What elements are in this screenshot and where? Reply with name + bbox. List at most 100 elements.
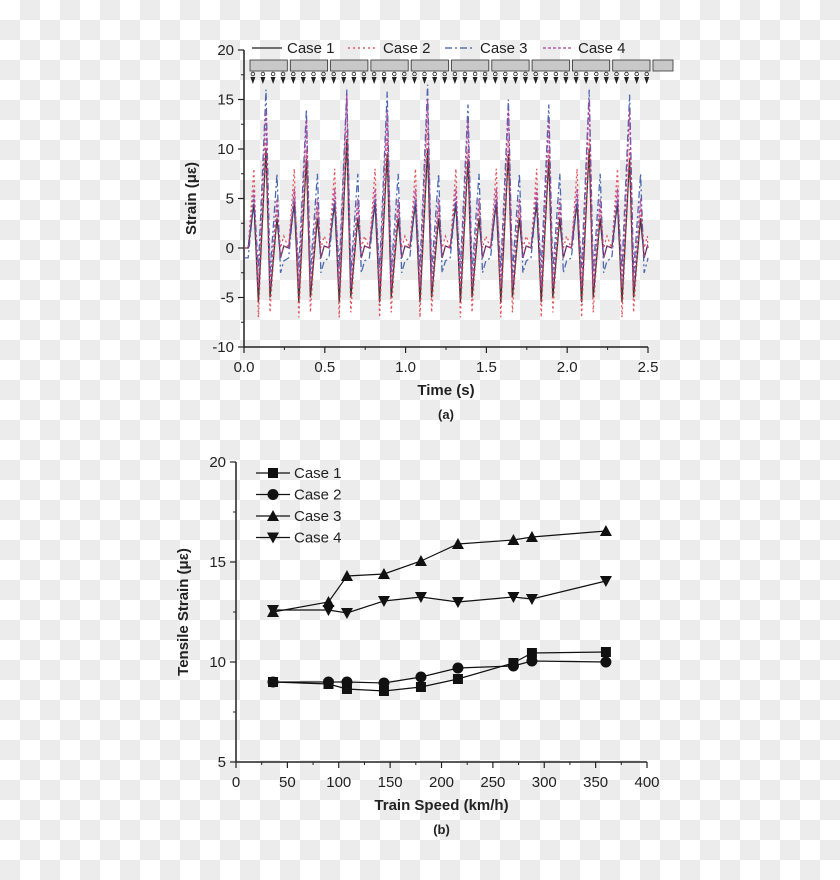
load-arrow-icon [310,77,316,84]
wheel-icon [321,71,326,77]
wheel-icon [381,71,387,77]
train-car [572,59,611,72]
y-tick-label: 5 [218,754,226,771]
series-line [273,660,606,684]
triangle-down-marker [340,608,353,619]
triangle-down-marker [377,596,390,607]
panel-label: (a) [438,407,454,422]
load-arrow-icon [411,77,417,84]
load-arrow-icon [432,77,438,84]
x-tick-label: 0 [232,774,240,791]
load-arrow-icon [512,77,518,84]
triangle-up-marker [414,555,427,566]
wheel-icon [280,71,286,77]
series-line-case-4 [244,94,649,288]
circle-marker [341,676,353,688]
load-arrow-icon [644,77,650,84]
wheel-icon [291,71,296,77]
wheel-icon [563,71,569,77]
x-tick-label: 0.5 [314,359,335,376]
wheel-icon [351,71,357,77]
wheel-icon [301,71,306,77]
legend-label: Case 1 [294,465,342,482]
train-diagram [249,59,674,84]
wheel-icon [341,71,346,77]
load-arrow-icon [563,77,569,84]
load-arrow-icon [371,77,377,84]
load-arrow-icon [320,77,326,84]
triangle-up-marker [267,510,279,521]
load-arrow-icon [533,77,539,84]
train-car [370,59,409,72]
wheel-icon [260,71,266,77]
square-marker [415,682,426,692]
wheel-icon [583,71,589,77]
legend-label: Case 4 [294,530,342,547]
triangle-down-marker [322,605,335,616]
train-car [249,59,288,72]
series-case-4 [266,576,612,619]
wheel-icon [432,71,437,77]
legend-label: Case 4 [578,40,626,57]
triangle-down-marker [451,597,464,608]
load-arrow-icon [583,77,589,84]
triangle-up-marker [451,538,464,549]
y-axis-title: Strain (με) [183,162,200,235]
x-axis-title: Train Speed (km/h) [374,797,508,814]
wheel-icon [472,71,478,77]
wheel-icon [270,71,276,77]
circle-marker [452,662,464,674]
x-axis-title: Time (s) [417,382,474,399]
train-car [652,59,674,72]
load-arrow-icon [442,77,448,84]
triangle-up-marker [377,568,390,579]
wheel-icon [543,71,548,77]
wheel-icon [402,71,407,77]
load-arrow-icon [421,77,427,84]
load-arrow-icon [522,77,528,84]
square-marker [268,468,278,478]
triangle-up-marker [322,596,335,607]
wheel-icon [422,71,427,77]
circle-marker [507,660,519,672]
legend-label: Case 2 [294,487,342,504]
square-marker [452,674,463,684]
train-car [451,59,490,72]
y-tick-label: 0 [226,240,234,257]
x-tick-label: 1.5 [476,359,497,376]
legend: Case 1 Case 2 Case 3 Case 4 [256,465,342,547]
legend-label: Case 1 [287,40,335,57]
circle-marker [415,671,427,683]
y-tick-label: -10 [212,339,234,356]
series-case-1 [267,647,611,696]
y-tick-label: 15 [217,92,234,109]
load-arrow-icon [462,77,468,84]
load-arrow-icon [250,77,256,84]
load-arrow-icon [573,77,579,84]
load-arrow-icon [472,77,478,84]
x-tick-label: 400 [634,774,659,791]
triangle-up-marker [507,534,520,545]
triangle-up-marker [599,525,612,536]
triangle-down-marker [507,592,520,603]
load-arrow-icon [492,77,498,84]
wheel-icon [392,71,397,77]
square-marker [378,686,389,696]
load-arrow-icon [341,77,347,84]
load-arrow-icon [623,77,629,84]
chart-b: 0 50 100 150 200 250 300 350 400 5 10 15 20 Train Spe… [175,454,660,837]
x-tick-label: 2.0 [557,359,578,376]
series-line-case-2 [244,129,649,318]
triangle-down-marker [414,592,427,603]
wheel-icon [331,71,336,77]
wheel-icon [412,71,417,77]
series-line-case-1 [244,139,649,303]
wheel-icon [573,71,579,77]
train-car [491,59,530,72]
circle-marker [322,676,334,688]
x-tick-label: 0.0 [234,359,255,376]
legend: Case 1 Case 2 Case 3 Case 4 [252,40,626,57]
wheel-icon [493,71,498,77]
y-tick-label: 15 [209,554,226,571]
wheel-icon [482,71,488,77]
